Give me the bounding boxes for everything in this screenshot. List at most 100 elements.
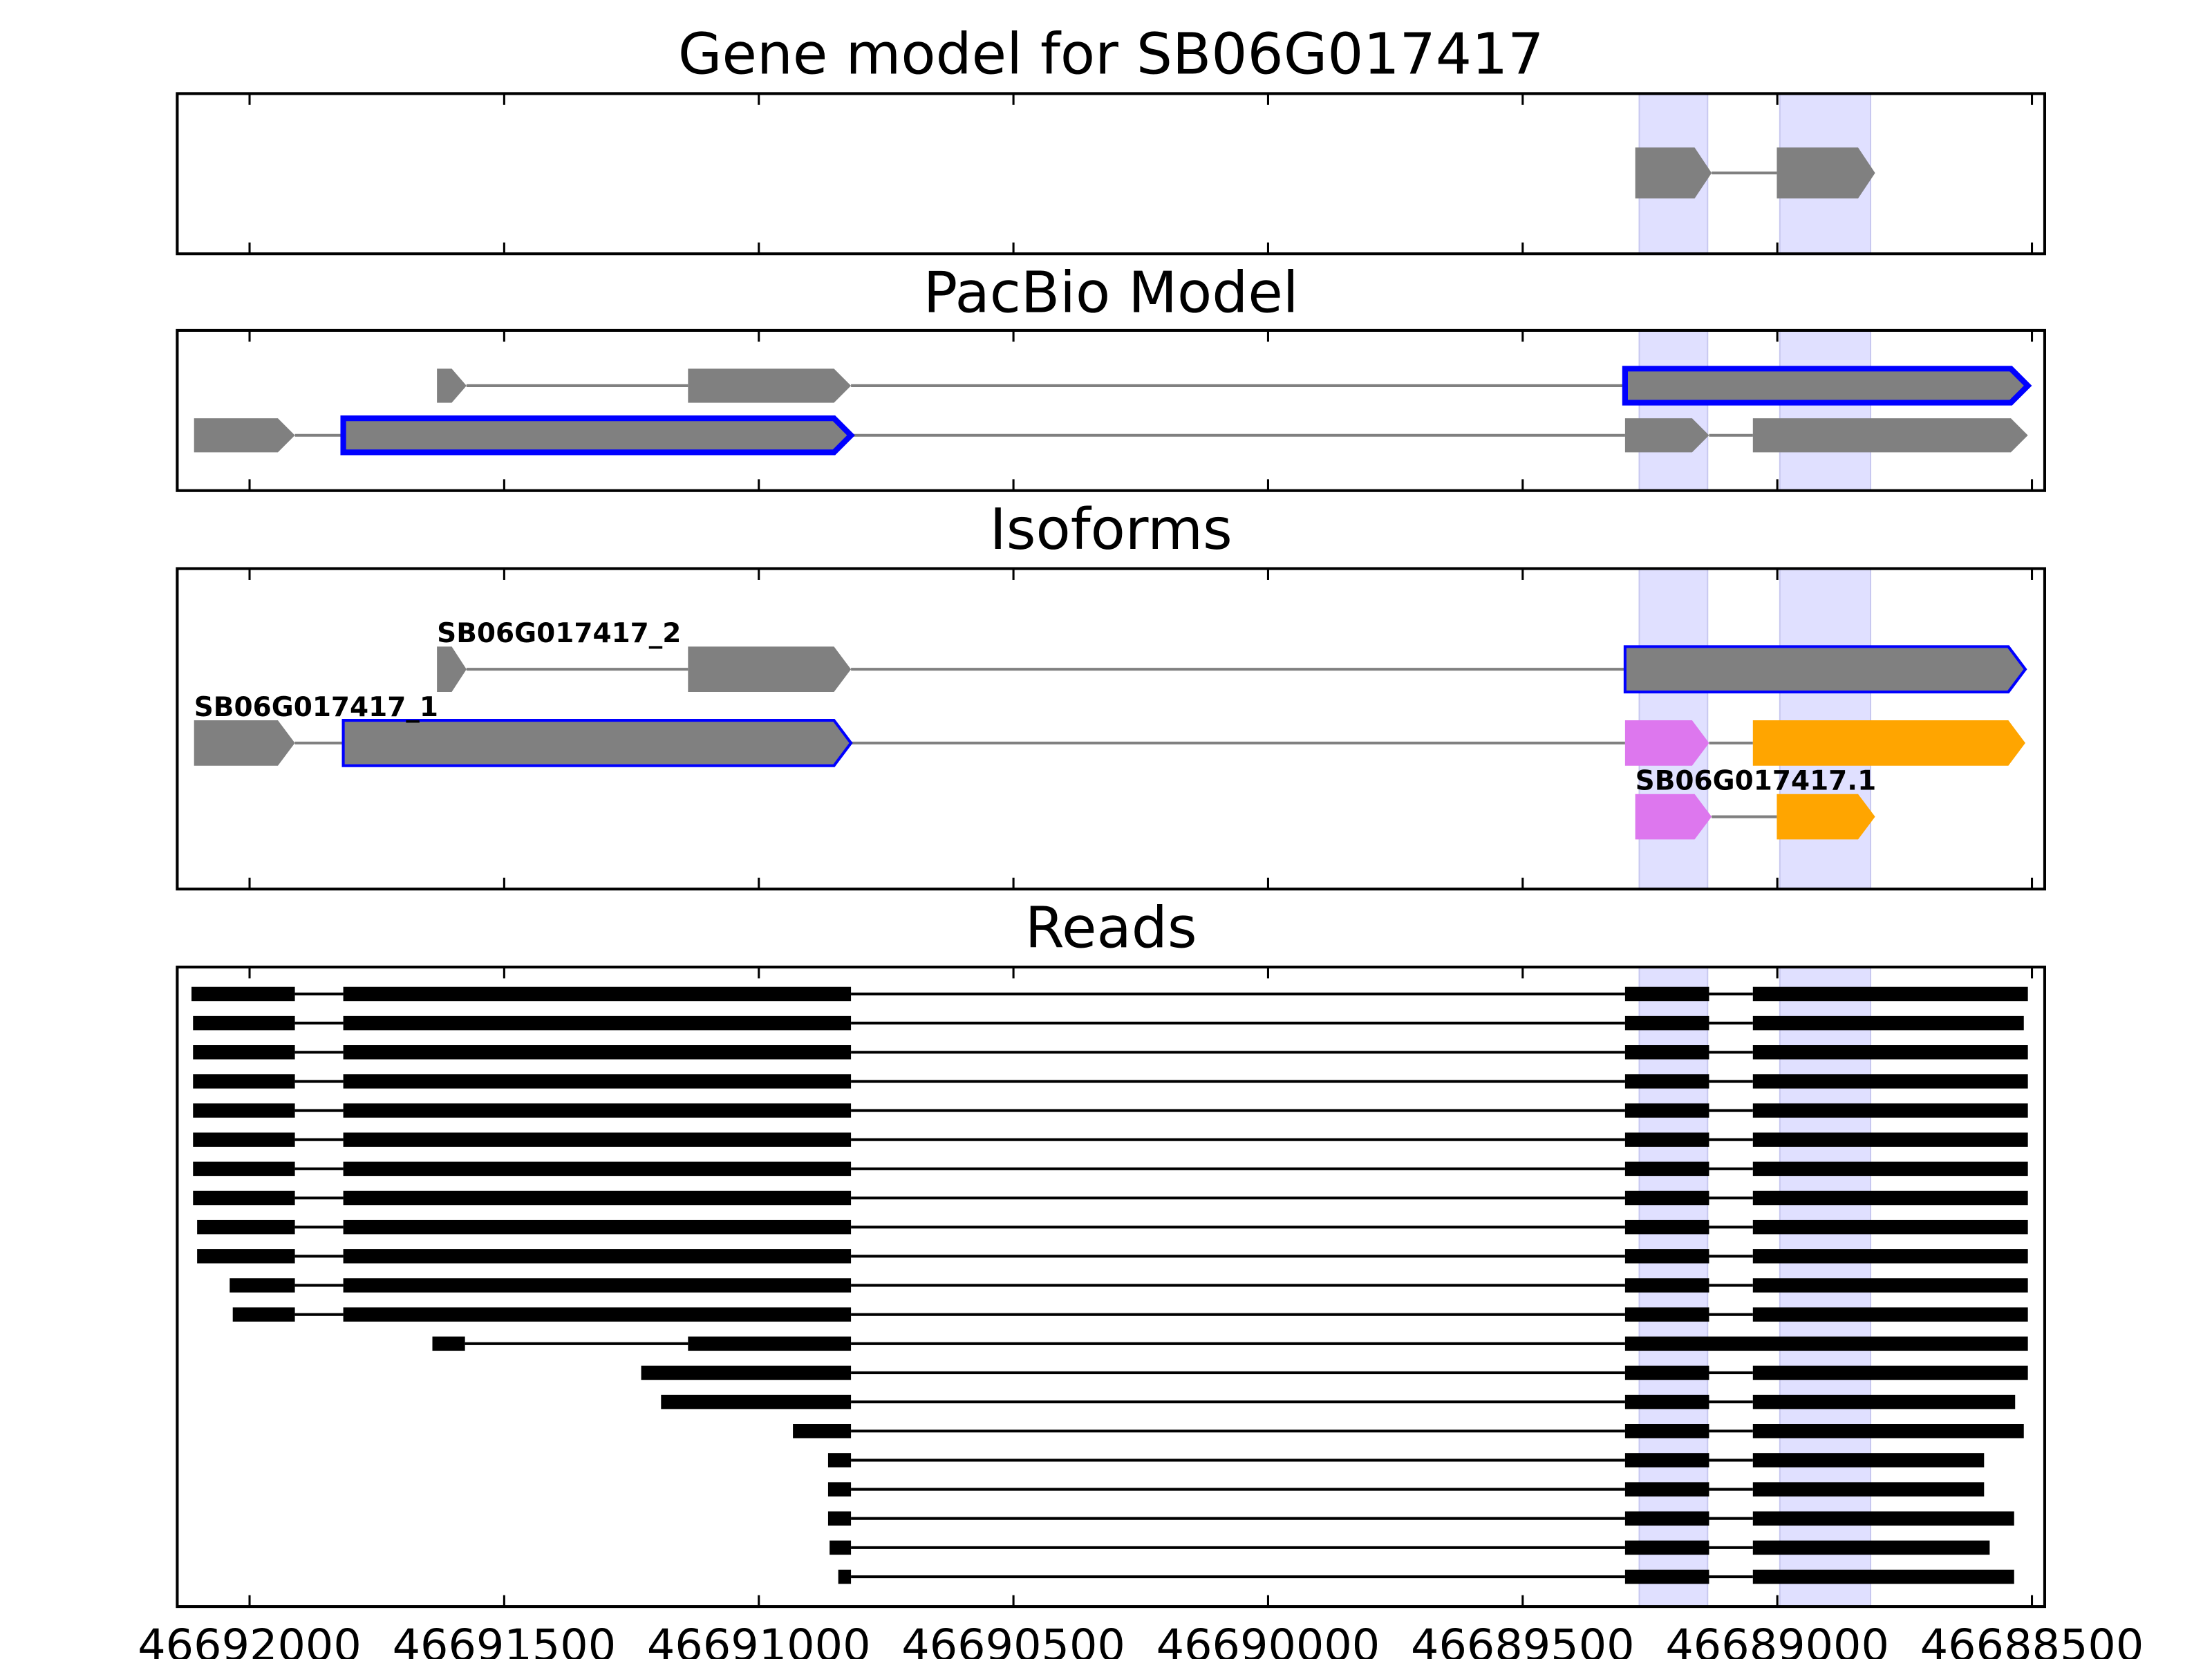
read-block (343, 1190, 852, 1206)
read-block (1752, 1278, 2028, 1293)
exon (1624, 418, 1709, 453)
read-block (432, 1336, 465, 1351)
read-block (232, 1307, 295, 1322)
read-block (1624, 1365, 1709, 1380)
read-block (1624, 986, 1709, 1002)
read-block (1752, 1540, 1990, 1555)
read-block (1752, 1453, 1985, 1468)
x-tick-label: 46691000 (647, 1620, 871, 1659)
read-block (1624, 1424, 1709, 1438)
read-block (1624, 1569, 1709, 1584)
transcript-label: SB06G017417_2 (437, 618, 681, 649)
read-block (1624, 1336, 2028, 1351)
read-block (1624, 1219, 1709, 1235)
exon (688, 646, 852, 693)
read-block (197, 1219, 295, 1235)
read-block (1624, 1278, 1709, 1293)
exon (340, 415, 855, 456)
transcript-label: SB06G017417.1 (1635, 766, 1877, 797)
read-block (343, 1103, 852, 1118)
read-block (1624, 1190, 1709, 1206)
read-block (343, 1307, 852, 1322)
read-block (1624, 1307, 1709, 1322)
x-tick-label: 46689500 (1411, 1620, 1635, 1659)
read-block (191, 986, 295, 1002)
read-block (343, 986, 852, 1002)
panel-frame (176, 328, 2046, 492)
read-block (661, 1394, 852, 1409)
exon (1777, 147, 1875, 199)
x-tick-label: 46689000 (1665, 1620, 1889, 1659)
panel-title: Gene model for SB06G017417 (678, 22, 1544, 88)
read-block (1624, 1249, 1709, 1264)
read-block (688, 1336, 852, 1351)
exon (1624, 720, 1709, 766)
exon (437, 368, 467, 403)
read-block (1624, 1540, 1709, 1555)
read-block (1624, 1045, 1709, 1060)
panel-frame (176, 567, 2046, 891)
panel: Isoforms SB06G017417_2 SB06G017417_1 SB06G0… (176, 497, 2046, 891)
read-block (1752, 1249, 2028, 1264)
highlight-band (1779, 329, 1872, 491)
read-block (1752, 1424, 2024, 1438)
read-block (343, 1219, 852, 1235)
panel-frame (176, 92, 2046, 256)
read-block (343, 1045, 852, 1060)
read-block (830, 1540, 852, 1555)
read-block (1752, 1161, 2028, 1177)
exon (1623, 645, 2027, 694)
read-block (1752, 1103, 2028, 1118)
read-block (193, 1190, 295, 1206)
exon (194, 418, 295, 453)
read-block (1752, 1219, 2028, 1235)
exon (341, 719, 853, 767)
read-block (1752, 1569, 2014, 1584)
read-block (193, 1103, 295, 1118)
highlight-band (1638, 329, 1709, 491)
read-block (641, 1365, 852, 1380)
read-block (1624, 1482, 1709, 1497)
read-block (1752, 1307, 2028, 1322)
read-block (343, 1161, 852, 1177)
panel-title: Isoforms (990, 497, 1232, 563)
read-block (1624, 1161, 1709, 1177)
read-block (1624, 1103, 1709, 1118)
x-tick-label: 46690000 (1156, 1620, 1380, 1659)
x-tick-label: 46691500 (393, 1620, 617, 1659)
exon (1752, 418, 2028, 453)
read-block (343, 1278, 852, 1293)
panel-title: PacBio Model (924, 260, 1299, 326)
read-block (1752, 1015, 2024, 1031)
panel: PacBio Model (176, 260, 2046, 492)
read-block (343, 1132, 852, 1147)
panel-frame (176, 965, 2046, 1609)
read-block (193, 1045, 295, 1060)
panel-title: Reads (1025, 895, 1197, 961)
read-block (193, 1132, 295, 1147)
read-block (1752, 986, 2028, 1002)
read-block (1752, 1365, 2028, 1380)
read-block (1752, 1074, 2028, 1089)
read-block (343, 1074, 852, 1089)
read-block (197, 1249, 295, 1264)
read-block (1624, 1511, 1709, 1526)
read-block (1624, 1394, 1709, 1409)
read-block (1752, 1190, 2028, 1206)
read-block (1624, 1453, 1709, 1468)
exon (688, 368, 852, 403)
read-block (1624, 1015, 1709, 1031)
transcript-label: SB06G017417_1 (194, 692, 438, 723)
exon (437, 646, 467, 693)
read-block (827, 1482, 852, 1497)
x-tick-label: 46690500 (901, 1620, 1125, 1659)
read-block (193, 1074, 295, 1089)
read-block (1752, 1132, 2028, 1147)
exon (1622, 366, 2032, 406)
read-block (827, 1511, 852, 1526)
read-block (1752, 1045, 2028, 1060)
read-block (343, 1015, 852, 1031)
read-block (193, 1161, 295, 1177)
read-block (827, 1453, 852, 1468)
